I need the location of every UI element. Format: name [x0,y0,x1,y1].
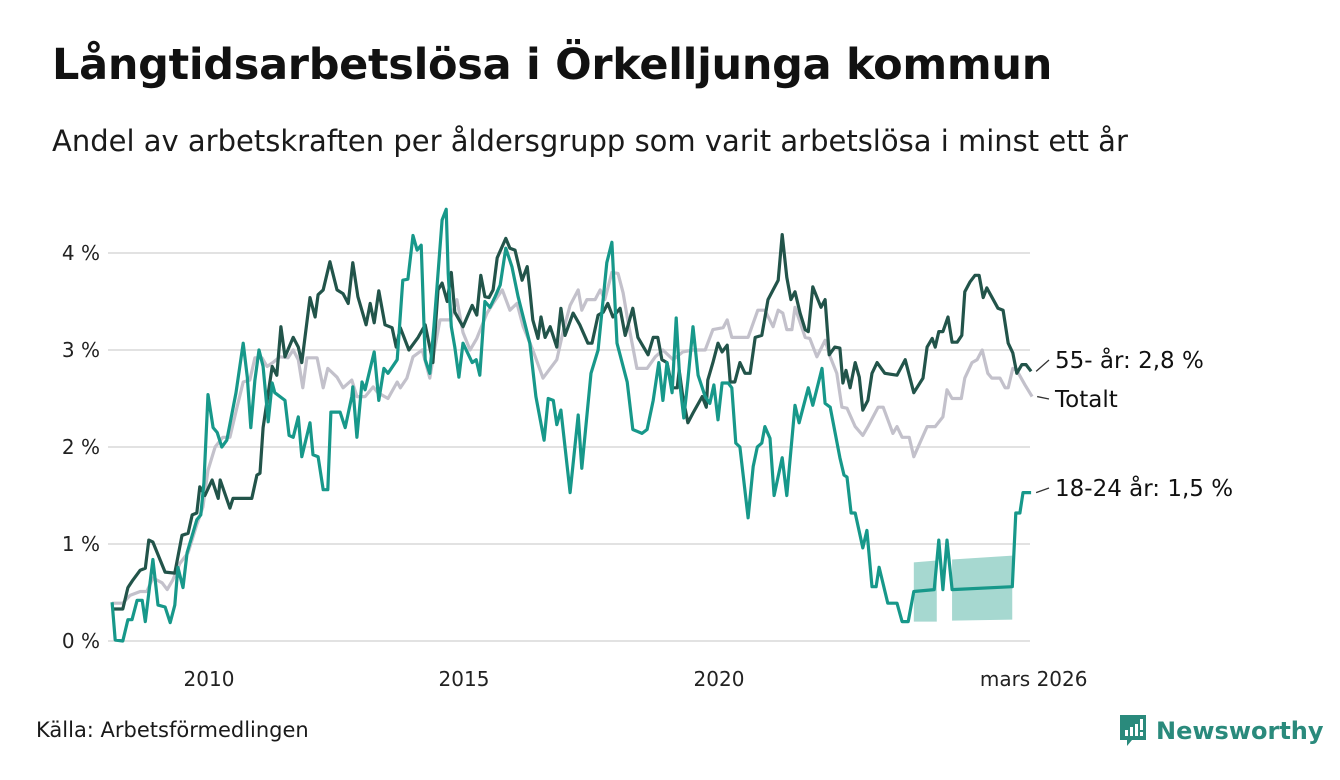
label-connector [1035,487,1050,494]
series-line-age18_24 [110,207,1032,643]
source-note: Källa: Arbetsförmedlingen [36,718,309,742]
chart-title: Långtidsarbetslösa i Örkelljunga kommun [52,40,1053,90]
newsworthy-logo[interactable]: Newsworthy [1118,714,1324,748]
y-tick-label: 0 % [62,629,100,653]
y-tick-label: 4 % [62,241,100,265]
series-line-total [112,270,1034,605]
label-connector [1037,395,1050,400]
label-connector [1035,359,1050,372]
x-tick-label: mars 2026 [980,667,1088,691]
logo-text: Newsworthy [1156,717,1324,745]
y-tick-label: 2 % [62,435,100,459]
chart-subtitle: Andel av arbetskraften per åldersgrupp s… [52,124,1128,158]
y-tick-label: 1 % [62,532,100,556]
series-label-age55: 55- år: 2,8 % [1055,346,1204,374]
series-line-age55 [112,233,1033,611]
y-tick-label: 3 % [62,338,100,362]
chart-speech-bubble-icon [1120,715,1146,746]
series-lines [110,207,1034,643]
y-axis-ticks: 0 % 1 % 2 % 3 % 4 % [62,241,100,653]
x-tick-label: 2020 [694,667,745,691]
series-labels: Totalt 55- år: 2,8 % 18-24 år: 1,5 % [1035,346,1233,502]
gridlines [108,252,1030,642]
series-label-total: Totalt [1054,387,1118,413]
x-tick-label: 2015 [439,667,490,691]
x-axis-ticks: 2010 2015 2020 mars 2026 [184,667,1088,691]
series-label-age18_24: 18-24 år: 1,5 % [1055,474,1233,502]
x-tick-label: 2010 [184,667,235,691]
